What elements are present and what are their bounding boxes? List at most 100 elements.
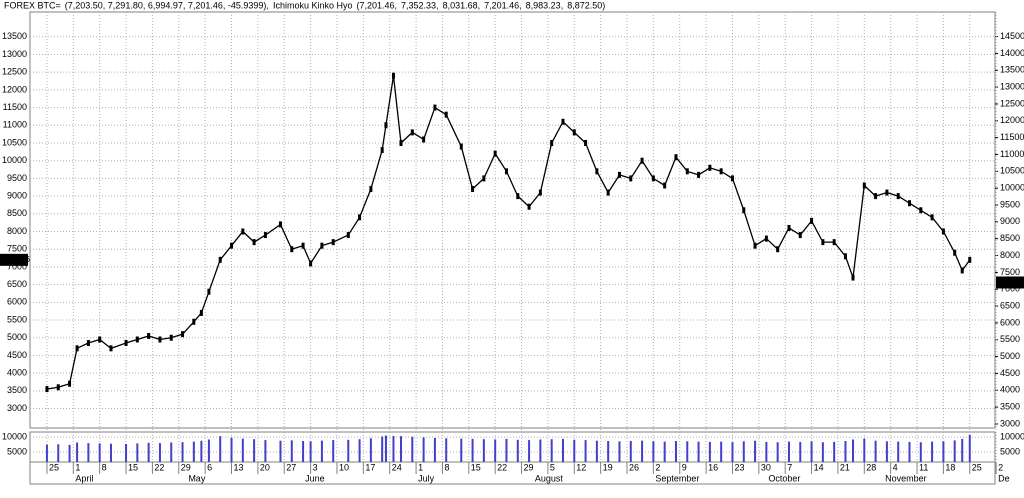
volume-bar: [400, 436, 403, 462]
month-label: July: [418, 473, 435, 483]
price-marker: [444, 111, 448, 118]
volume-bar: [76, 442, 79, 462]
y-tick-label: 9500: [7, 173, 27, 183]
y-tick-label: 8500: [7, 208, 27, 218]
price-marker: [572, 129, 576, 136]
price-marker: [538, 189, 542, 196]
price-marker: [527, 203, 531, 210]
y2-tick-label: 11500: [1000, 132, 1024, 142]
price-marker: [862, 182, 866, 189]
volume-bar: [961, 438, 964, 462]
month-label: November: [885, 473, 927, 483]
price-marker: [309, 260, 313, 267]
price-marker: [708, 164, 712, 171]
price-marker: [358, 214, 362, 221]
volume-bar: [844, 441, 847, 462]
volume-bar: [641, 440, 644, 462]
price-marker: [787, 224, 791, 231]
y-tick-label: 13500: [2, 31, 27, 41]
y2-tick-label: 13500: [1000, 65, 1024, 75]
volume-bar: [200, 440, 203, 462]
volume-bar: [618, 441, 621, 462]
y2-tick-label: 14500: [1000, 31, 1024, 41]
price-marker: [941, 228, 945, 235]
volume-bar: [482, 439, 485, 462]
volume-bar: [384, 435, 387, 462]
volume-bar: [595, 440, 598, 462]
price-marker: [821, 239, 825, 246]
y2-tick-label: 7500: [1000, 267, 1020, 277]
x-tick-label: 29: [524, 462, 534, 472]
volume-bar: [765, 441, 768, 462]
month-label: September: [655, 473, 699, 483]
price-marker: [953, 249, 957, 256]
volume-tick-label: 10000: [1000, 431, 1024, 441]
y2-tick-label: 5500: [1000, 334, 1020, 344]
y-tick-label: 5000: [7, 332, 27, 342]
y2-tick-label: 13000: [1000, 81, 1024, 91]
price-marker: [75, 345, 79, 352]
header-text: 7,201.46,: [484, 0, 522, 10]
volume-bar: [192, 441, 195, 462]
price-marker: [851, 274, 855, 281]
price-marker: [907, 200, 911, 207]
price-marker: [399, 139, 403, 146]
price-marker: [584, 139, 588, 146]
y2-tick-label: 10500: [1000, 166, 1024, 176]
price-marker: [433, 104, 437, 111]
header-text: 7,352.33,: [401, 0, 439, 10]
volume-bar: [68, 444, 71, 462]
x-tick-label: 9: [682, 462, 687, 472]
volume-bar: [98, 443, 101, 462]
volume-bar: [109, 443, 112, 462]
price-marker: [651, 175, 655, 182]
volume-bar: [942, 441, 945, 462]
volume-bar: [810, 441, 813, 462]
y-tick-label: 7500: [7, 244, 27, 254]
header: FOREX BTC= (7,203.50, 7,291.80, 6,994.97,…: [4, 0, 605, 10]
price-marker: [930, 214, 934, 221]
volume-bar: [471, 438, 474, 462]
header-text: FOREX BTC=: [4, 0, 61, 10]
volume-bar: [392, 435, 395, 462]
x-tick-label: 11: [919, 462, 928, 472]
volume-bar: [309, 441, 312, 462]
y2-tick-label: 12000: [1000, 115, 1024, 125]
volume-bar: [584, 440, 587, 462]
price-marker: [595, 168, 599, 175]
y2-tick-label: 3500: [1000, 401, 1020, 411]
price-marker: [56, 384, 60, 391]
price-marker: [199, 309, 203, 316]
price-marker: [346, 232, 350, 239]
volume-bar: [528, 440, 531, 462]
month-label: April: [75, 473, 93, 483]
volume-bar: [885, 441, 888, 462]
price-marker: [606, 189, 610, 196]
volume-bar: [358, 439, 361, 462]
volume-bar: [919, 442, 922, 462]
volume-bar: [264, 440, 267, 462]
price-marker: [169, 334, 173, 341]
x-tick-label: 5: [550, 462, 555, 472]
x-tick-label: 14: [814, 462, 824, 472]
volume-bar: [320, 440, 323, 462]
volume-bar: [332, 440, 335, 462]
volume-bar: [460, 438, 463, 462]
volume-bar: [433, 438, 436, 462]
price-marker: [158, 336, 162, 343]
price-marker: [764, 235, 768, 242]
price-label-box: [0, 253, 28, 266]
price-marker: [730, 175, 734, 182]
price-label-box: [996, 276, 1024, 289]
price-marker: [278, 221, 282, 228]
x-tick-label: 19: [603, 462, 613, 472]
volume-bar: [663, 441, 666, 462]
y2-tick-label: 4500: [1000, 368, 1020, 378]
x-tick-label: 25: [49, 462, 59, 472]
y-tick-label: 3500: [7, 385, 27, 395]
price-marker: [98, 336, 102, 343]
volume-tick-label: 5000: [1000, 446, 1020, 456]
price-marker: [493, 150, 497, 157]
volume-bar: [720, 441, 723, 462]
y2-tick-label: 5000: [1000, 351, 1020, 361]
